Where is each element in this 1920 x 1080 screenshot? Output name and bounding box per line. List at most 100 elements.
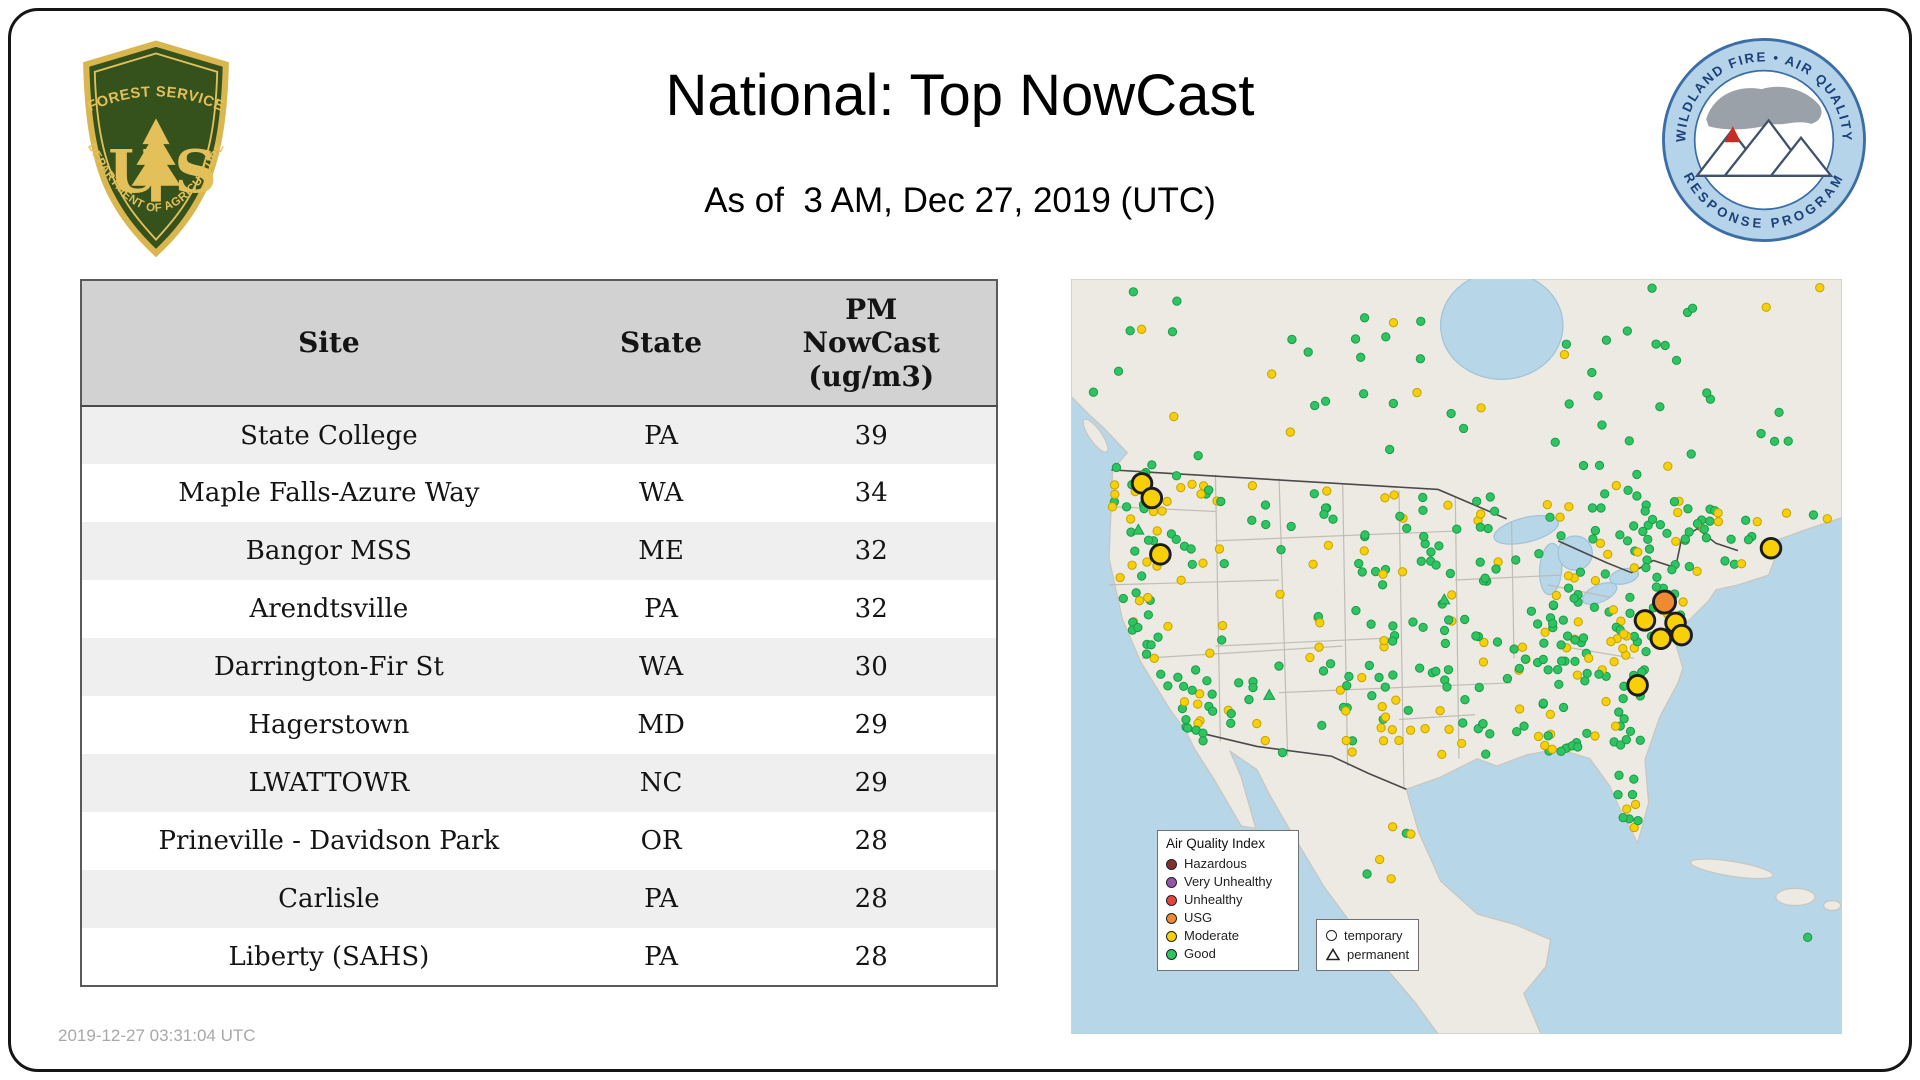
monitor-dot <box>1632 469 1642 480</box>
monitor-dot <box>1663 461 1673 471</box>
monitor-dot <box>1276 545 1286 555</box>
monitor-dot <box>1558 702 1569 713</box>
aqi-color-dot <box>1166 894 1177 906</box>
monitor-dot <box>1540 627 1550 637</box>
monitor-dot <box>1128 287 1138 297</box>
monitor-dot <box>1380 493 1390 503</box>
monitor-dot <box>1360 530 1370 540</box>
monitor-dot <box>1172 296 1182 306</box>
monitor-dot <box>1325 659 1336 669</box>
monitor-dot <box>1261 519 1271 530</box>
monitor-dot <box>1822 514 1832 524</box>
monitor-dot <box>1702 388 1712 398</box>
monitor-dot <box>1143 592 1153 603</box>
monitor-dot <box>1169 411 1179 422</box>
monitor-dot <box>1629 822 1639 833</box>
monitor-dot <box>1555 512 1565 522</box>
monitor-dot <box>1485 729 1495 739</box>
monitor-dot <box>1446 408 1456 419</box>
monitor-dot <box>1196 489 1206 499</box>
monitor-dot <box>1344 671 1354 682</box>
state-cell: OR <box>575 812 747 870</box>
monitor-dot <box>1472 496 1482 506</box>
monitor-dot <box>1601 696 1611 707</box>
monitor-dot <box>1662 528 1672 539</box>
value-cell: 39 <box>746 406 997 464</box>
monitor-dot <box>1412 387 1422 398</box>
monitor-dot <box>1629 774 1639 784</box>
monitor-dot <box>1181 714 1191 725</box>
monitor-dot <box>1275 589 1285 599</box>
monitor-dot <box>1214 544 1225 554</box>
monitor-dot <box>1380 712 1391 722</box>
monitor-dot <box>1179 697 1190 707</box>
monitor-dot <box>1593 391 1603 401</box>
monitor-dot <box>1375 854 1385 865</box>
monitor-dot <box>1551 590 1562 601</box>
monitor-dot <box>1460 614 1470 625</box>
forest-service-logo: FOREST SERVICE U S DEPARTMENT OF AGRICUL… <box>64 40 248 263</box>
monitor-dot <box>1476 509 1486 519</box>
monitor-dot <box>1452 524 1462 534</box>
state-cell: WA <box>575 638 747 696</box>
forest-service-shield: FOREST SERVICE U S DEPARTMENT OF AGRICUL… <box>83 40 229 258</box>
wfaqrp-logo: WILDLAND FIRE • AIR QUALITY RESPONSE PRO… <box>1660 36 1868 249</box>
monitor-dot <box>1163 621 1173 632</box>
site-cell: Maple Falls-Azure Way <box>81 464 576 522</box>
monitor-dot <box>1153 632 1163 642</box>
monitor-dot <box>1774 407 1784 418</box>
monitor-dot <box>1143 610 1154 620</box>
monitor-dot <box>1178 681 1189 692</box>
monitor-dot <box>1726 534 1736 544</box>
monitor-dot <box>1319 509 1329 519</box>
monitor-dot <box>1434 541 1444 551</box>
monitor-dot <box>1564 502 1574 512</box>
monitor-dot <box>1632 491 1642 501</box>
monitor-dot <box>1671 536 1681 547</box>
monitor-dot <box>1156 669 1166 679</box>
monitor-dot <box>1285 427 1295 437</box>
monitor-dot <box>1443 665 1454 675</box>
monitor-dot <box>1642 555 1652 565</box>
monitor-dot <box>1431 666 1441 676</box>
monitor-dot <box>1110 489 1120 500</box>
monitor-dot <box>1638 526 1648 537</box>
monitor-dot <box>1403 705 1413 715</box>
monitor-dot <box>1512 726 1522 737</box>
monitor-dot <box>1125 326 1135 336</box>
top-site-marker <box>1759 536 1783 560</box>
monitor-dot <box>1684 561 1695 572</box>
monitor-dot <box>1247 481 1258 491</box>
monitor-dot <box>1635 735 1645 745</box>
monitor-dot <box>1133 622 1143 633</box>
monitor-dot <box>1146 640 1156 650</box>
monitor-dot <box>1394 735 1404 746</box>
value-cell: 32 <box>746 522 997 580</box>
monitor-dot <box>1415 663 1425 673</box>
monitor-dot <box>1207 706 1218 716</box>
monitor-dot <box>1118 593 1128 604</box>
monitor-dot <box>1705 516 1715 526</box>
monitor-dot <box>1260 735 1270 746</box>
aqi-legend-label: Unhealthy <box>1184 892 1243 907</box>
permanent-monitor-triangle <box>1437 593 1451 605</box>
monitor-dot <box>1595 538 1606 548</box>
top-site-marker <box>1649 627 1673 651</box>
monitor-dot <box>1171 534 1181 545</box>
monitor-dot <box>1310 400 1320 411</box>
monitor-dot <box>1458 423 1469 434</box>
monitor-dot <box>1543 665 1553 675</box>
monitor-dot <box>1622 804 1632 814</box>
monitor-dot <box>1193 451 1203 461</box>
monitor-dot <box>1606 636 1616 647</box>
aqi-legend-label: Moderate <box>1184 928 1239 943</box>
monitor-dot <box>1547 744 1557 754</box>
aqi-legend: Air Quality Index Hazardous Very Unhealth… <box>1157 830 1299 971</box>
monitor-dot <box>1741 515 1751 525</box>
monitor-dot <box>1475 557 1485 567</box>
top-site-marker <box>1652 589 1678 615</box>
monitor-dot <box>1683 504 1693 514</box>
monitor-dot <box>1244 694 1254 705</box>
monitor-dot <box>1651 582 1662 592</box>
monitor-dot <box>1405 725 1416 735</box>
